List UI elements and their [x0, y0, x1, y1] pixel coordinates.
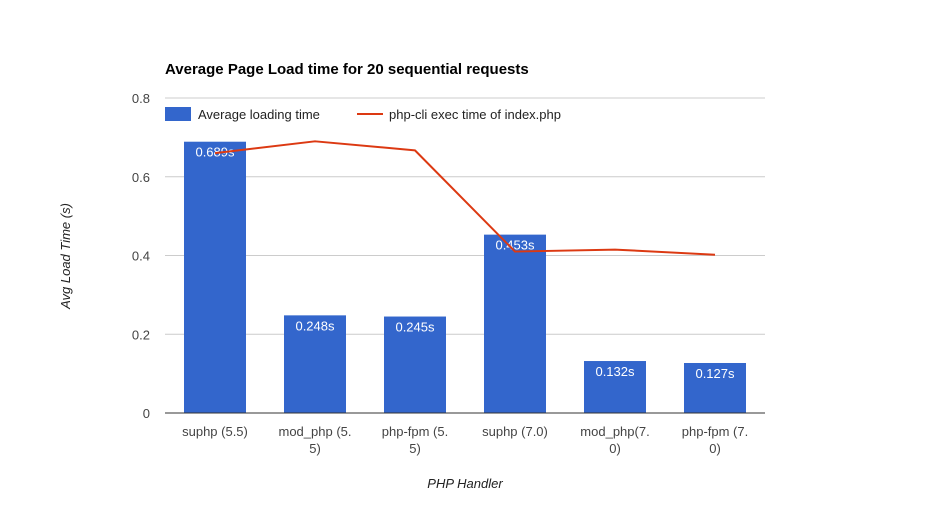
bars [184, 141, 746, 414]
bar [684, 362, 746, 413]
gridlines [165, 97, 765, 335]
x-tick-label-line: 0) [709, 441, 721, 456]
y-axis-title: Avg Load Time (s) [58, 203, 73, 310]
legend-line-label: php-cli exec time of index.php [389, 107, 561, 122]
x-tick-label: suphp (5.5) [182, 424, 248, 439]
x-tick-label-line: php-fpm (7. [682, 424, 748, 439]
bar-data-label: 0.248s [295, 318, 335, 333]
y-tick-label: 0.6 [132, 170, 150, 185]
line-series-path [214, 140, 716, 256]
y-tick-label: 0.2 [132, 327, 150, 342]
x-tick-label: php-fpm (5. 5) [382, 424, 448, 456]
x-tick-label: mod_php(7. 0) [580, 424, 649, 456]
bar [184, 141, 246, 414]
bar [284, 315, 346, 413]
bar [584, 361, 646, 413]
x-tick-label-line: php-fpm (5. [382, 424, 448, 439]
y-tick-label: 0.8 [132, 91, 150, 106]
x-tick-label: php-fpm (7. 0) [682, 424, 748, 456]
chart-title: Average Page Load time for 20 sequential… [165, 61, 529, 78]
bar-data-label: 0.127s [695, 366, 735, 381]
legend: Average loading time php-cli exec time o… [165, 107, 561, 122]
bar-data-label: 0.132s [595, 364, 635, 379]
x-axis-ticks: suphp (5.5) mod_php (5. 5) php-fpm (5. 5) sup… [182, 424, 748, 456]
line-series [214, 140, 716, 256]
x-tick-label-line: 5) [309, 441, 321, 456]
x-tick-label-line: mod_php(7. [580, 424, 649, 439]
x-axis-title: PHP Handler [427, 476, 503, 491]
x-tick-label-line: 5) [409, 441, 421, 456]
x-tick-label-line: suphp (7.0) [482, 424, 548, 439]
y-axis-ticks: 0 0.2 0.4 0.6 0.8 [132, 91, 150, 421]
x-tick-label-line: suphp (5.5) [182, 424, 248, 439]
x-tick-label: mod_php (5. 5) [279, 424, 352, 456]
bar-data-label: 0.245s [395, 320, 435, 335]
x-tick-label: suphp (7.0) [482, 424, 548, 439]
x-tick-label-line: 0) [609, 441, 621, 456]
legend-bar-swatch [165, 107, 191, 121]
y-tick-label: 0 [143, 406, 150, 421]
x-tick-label-line: mod_php (5. [279, 424, 352, 439]
legend-bar-label: Average loading time [198, 107, 320, 122]
y-tick-label: 0.4 [132, 249, 150, 264]
bar [384, 316, 446, 413]
bar [484, 234, 546, 413]
